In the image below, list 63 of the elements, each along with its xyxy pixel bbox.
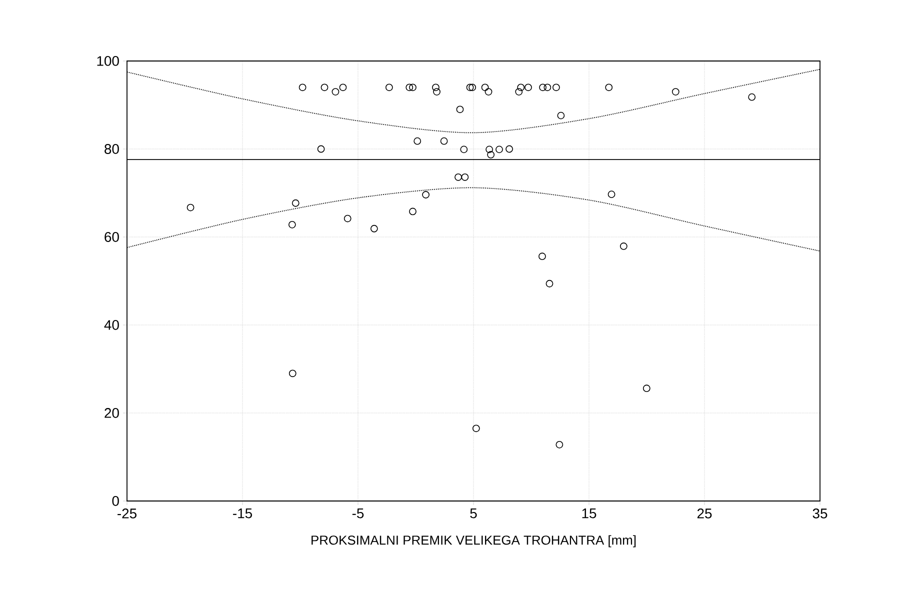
point: [515, 88, 523, 96]
point: [472, 424, 480, 432]
point: [546, 280, 554, 288]
x-tick-label: -5: [352, 508, 364, 518]
point: [466, 84, 474, 92]
point: [672, 88, 680, 96]
point: [292, 199, 300, 207]
point: [409, 208, 416, 216]
x-tick-label: 35: [812, 508, 828, 518]
point: [506, 145, 514, 153]
point: [454, 173, 462, 181]
y-tick-label: 20: [104, 408, 119, 418]
point: [422, 191, 430, 198]
x-tick-label: -25: [118, 508, 136, 518]
x-tick-label: 5: [470, 508, 477, 518]
point: [432, 84, 440, 92]
point: [552, 84, 560, 92]
point: [468, 84, 476, 92]
point: [288, 370, 296, 378]
point: [385, 84, 393, 92]
point: [370, 224, 378, 232]
y-tick-label: 0: [112, 496, 119, 506]
point: [544, 84, 552, 92]
point: [487, 151, 495, 158]
point: [288, 220, 296, 228]
point: [298, 84, 306, 92]
point: [620, 242, 628, 250]
point: [433, 88, 440, 96]
point: [344, 214, 352, 222]
y-tick-label: 60: [104, 232, 119, 242]
point: [317, 145, 325, 153]
point: [456, 106, 464, 114]
point: [642, 384, 650, 392]
point: [461, 173, 469, 181]
point: [332, 88, 340, 96]
point: [538, 252, 546, 260]
point: [524, 84, 532, 92]
x-tick-label: 25: [697, 508, 712, 518]
point: [608, 190, 616, 198]
point: [414, 137, 422, 145]
point: [320, 84, 328, 92]
x-tick-label: 15: [582, 508, 596, 518]
point: [460, 146, 468, 154]
point: [486, 146, 494, 154]
y-tick-label: 80: [104, 144, 119, 154]
point: [186, 204, 194, 212]
point: [605, 84, 613, 92]
point: [517, 84, 525, 92]
point: [557, 112, 565, 120]
point: [748, 93, 756, 101]
point: [440, 137, 448, 145]
point: [406, 84, 414, 92]
x-tick-label: -15: [233, 508, 252, 518]
y-tick-label: 40: [104, 320, 119, 330]
point: [484, 88, 492, 96]
point: [496, 146, 503, 154]
point: [556, 440, 564, 448]
point: [481, 84, 489, 92]
point: [339, 84, 347, 92]
point: [539, 84, 546, 92]
point: [409, 84, 416, 92]
x-axis-title: PROKSIMALNI PREMIK VELIKEGA TROHANTRA [mm]: [312, 535, 636, 548]
y-tick-label: 100: [97, 56, 119, 66]
